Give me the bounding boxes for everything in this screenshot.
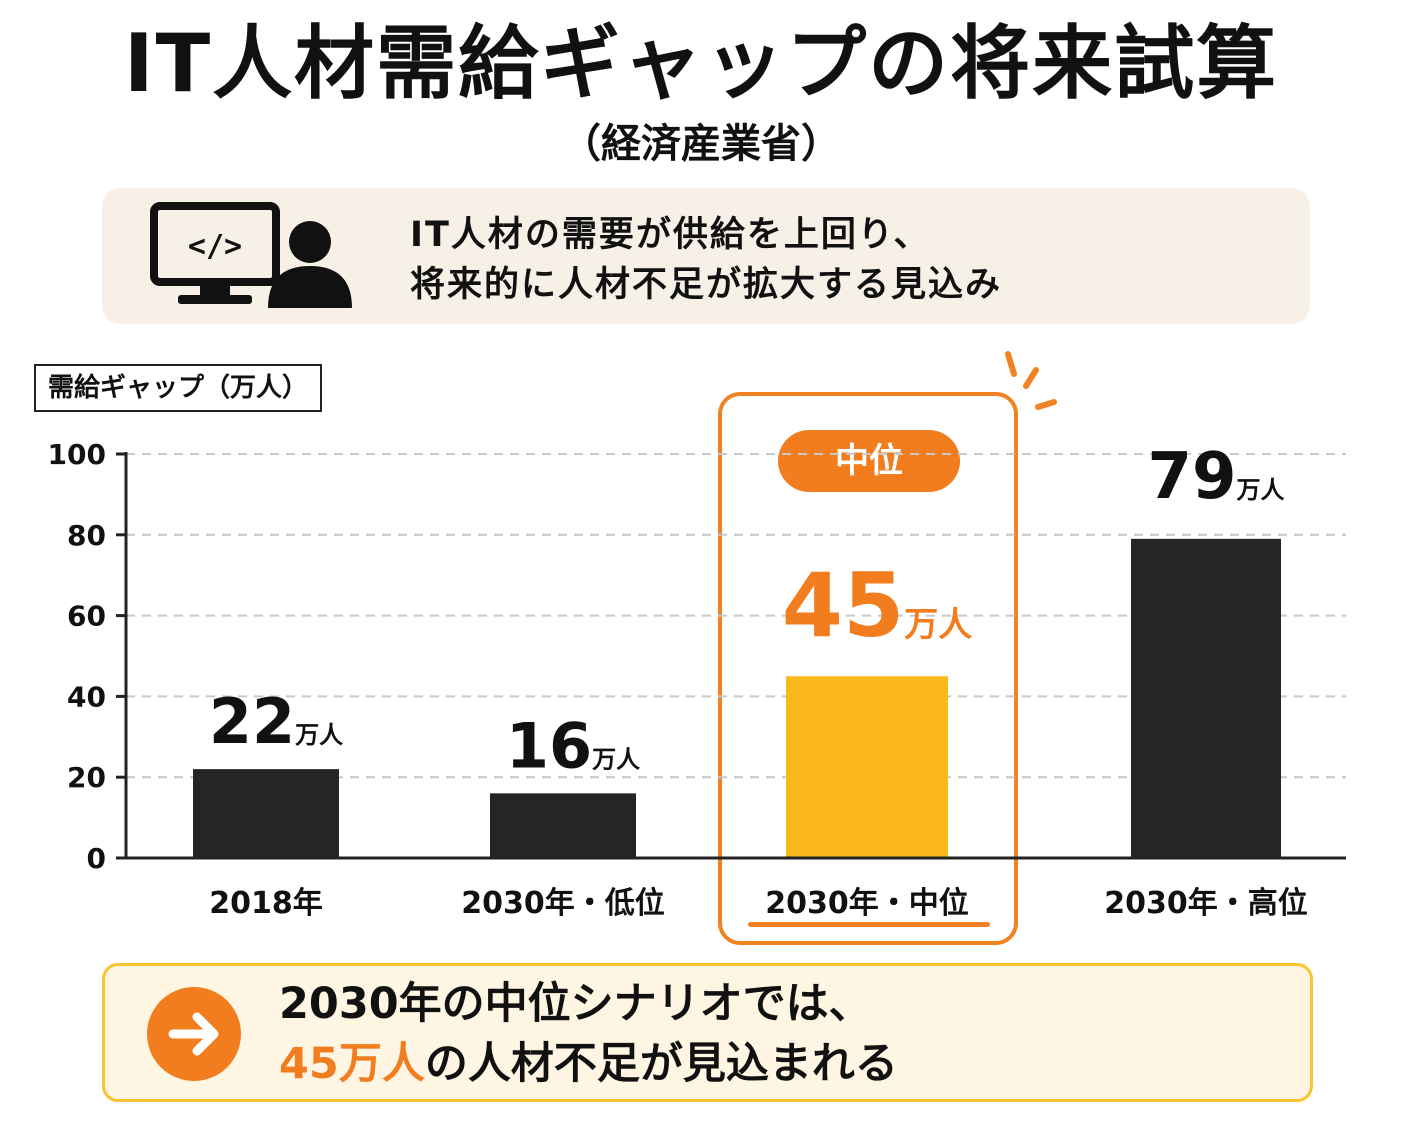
conclusion-line-2-rest: の人材不足が見込まれる <box>424 1039 898 1089</box>
conclusion-box: 2030年の中位シナリオでは、 45万人の人材不足が見込まれる <box>102 963 1313 1102</box>
highlight-frame <box>718 392 1018 945</box>
arrow-right-icon <box>147 987 241 1081</box>
value-label: 79万人 <box>1147 440 1284 514</box>
svg-text:</>: </> <box>188 229 242 264</box>
x-category-label: 2030年・高位 <box>1104 886 1308 921</box>
highlight-underline <box>748 922 990 927</box>
bar-2 <box>490 793 636 858</box>
y-tick-label: 20 <box>67 761 106 794</box>
y-tick-label: 100 <box>48 438 106 471</box>
bar-3 <box>786 676 948 858</box>
developer-code-monitor-icon: </> <box>150 202 360 316</box>
y-tick-label: 40 <box>67 680 106 713</box>
y-tick-label: 0 <box>87 842 106 875</box>
value-label: 22万人 <box>209 685 343 758</box>
page-subtitle: （経済産業省） <box>561 121 841 167</box>
conclusion-line-2: 45万人の人材不足が見込まれる <box>279 1034 898 1094</box>
x-category-label: 2018年 <box>209 886 323 921</box>
value-label: 45万人 <box>782 554 972 657</box>
x-category-label: 2030年・中位 <box>765 886 969 921</box>
sparkle-accent-icon <box>1005 351 1057 410</box>
mid-scenario-badge: 中位 <box>778 430 960 492</box>
gap-bar-chart: 0 20 40 60 80 100 22万人 2018年 16万人 2030年・低位 45万人 203… <box>48 438 1346 921</box>
summary-box: </> IT人材の需要が供給を上回り、 将来的に人材不足が拡大する見込み <box>102 188 1310 324</box>
page-title: IT人材需給ギャップの将来試算 <box>123 17 1279 110</box>
y-tick-label: 80 <box>67 519 106 552</box>
conclusion-text: 2030年の中位シナリオでは、 45万人の人材不足が見込まれる <box>279 974 898 1094</box>
y-tick-label: 60 <box>67 600 106 633</box>
bar-4 <box>1131 538 1281 858</box>
conclusion-accent-value: 45万人 <box>279 1039 425 1089</box>
value-label: 16万人 <box>506 709 640 782</box>
summary-line-1: IT人材の需要が供給を上回り、 <box>410 215 931 255</box>
summary-text: IT人材の需要が供給を上回り、 将来的に人材不足が拡大する見込み <box>410 210 1002 310</box>
x-category-label: 2030年・低位 <box>461 886 665 921</box>
bar-1 <box>193 769 339 858</box>
y-axis-label: 需給ギャップ（万人） <box>34 364 323 412</box>
conclusion-line-1: 2030年の中位シナリオでは、 <box>279 979 872 1029</box>
summary-line-2: 将来的に人材不足が拡大する見込み <box>410 265 1003 305</box>
